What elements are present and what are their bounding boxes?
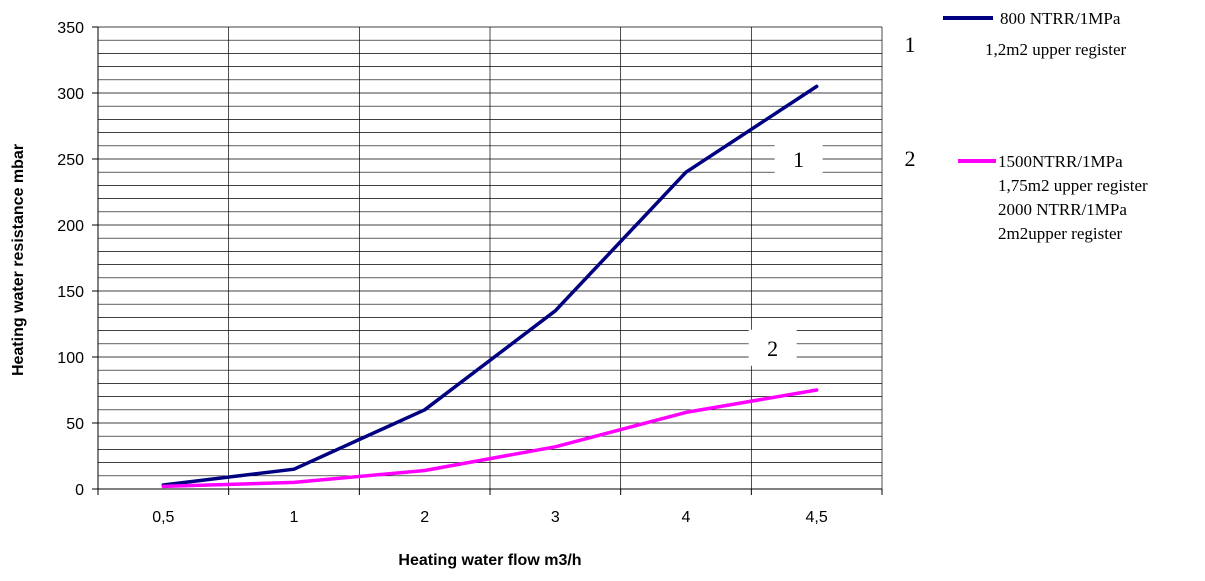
series-line-2 — [161, 388, 819, 489]
curve-label-box-1 — [774, 137, 823, 181]
x-tick-label: 4 — [682, 509, 691, 526]
legend-entry-1-line-2: 1,2m2 upper register — [985, 40, 1126, 59]
legend-entry-2-line-4: 2m2upper register — [998, 224, 1122, 243]
legend-number-2: 2 — [905, 146, 916, 171]
legend-entry-1-line-1: 800 NTRR/1MPa — [1000, 9, 1121, 28]
x-tick-label: 0,5 — [152, 509, 174, 526]
legend-entry-2-line-1: 1500NTRR/1MPa — [998, 152, 1123, 171]
x-tick-label: 4,5 — [806, 509, 828, 526]
curve-label-2: 2 — [767, 336, 778, 361]
curve-label-1: 1 — [793, 147, 804, 172]
y-tick-label: 300 — [57, 86, 84, 103]
curve-label-box-2 — [748, 329, 797, 366]
y-tick-label: 200 — [57, 218, 84, 235]
y-tick-label: 150 — [57, 284, 84, 301]
y-tick-label: 50 — [66, 416, 84, 433]
y-tick-label: 350 — [57, 20, 84, 37]
x-axis-title: Heating water flow m3/h — [398, 552, 581, 569]
legend-entry-2-line-3: 2000 NTRR/1MPa — [998, 200, 1127, 219]
legend-number-1: 1 — [905, 32, 916, 57]
y-axis-title: Heating water resistance mbar — [10, 144, 27, 376]
y-tick-label: 100 — [57, 350, 84, 367]
legend-entry-2-line-2: 1,75m2 upper register — [998, 176, 1148, 195]
y-tick-label: 0 — [75, 482, 84, 499]
x-tick-label: 1 — [290, 509, 299, 526]
series-line-1 — [161, 84, 819, 487]
y-tick-label: 250 — [57, 152, 84, 169]
x-tick-label: 3 — [551, 509, 560, 526]
x-tick-label: 2 — [420, 509, 429, 526]
